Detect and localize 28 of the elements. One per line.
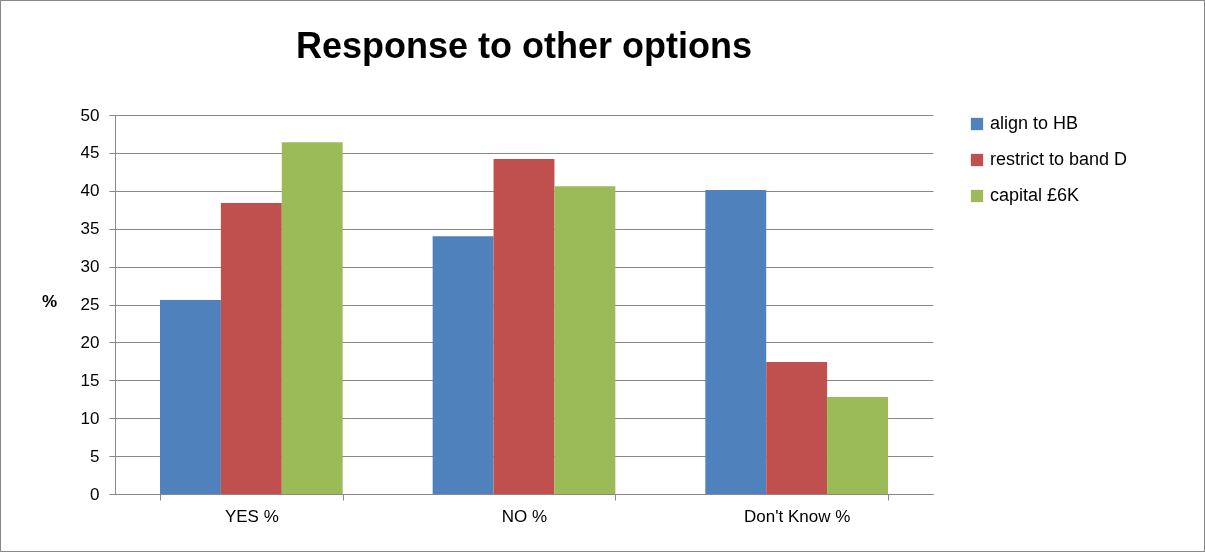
y-tick-label: 45 xyxy=(80,143,100,163)
legend-label: restrict to band D xyxy=(990,149,1128,169)
y-tick-label: 35 xyxy=(80,219,100,239)
legend-label: align to HB xyxy=(990,113,1079,133)
y-tick-label: 10 xyxy=(80,408,100,428)
y-axis-title: % xyxy=(41,291,58,311)
chart-title: Response to other options xyxy=(295,25,753,66)
x-tick-label: Don't Know % xyxy=(744,506,851,526)
bar xyxy=(705,190,767,494)
y-tick-label: 0 xyxy=(90,484,100,504)
y-tick-label: 15 xyxy=(80,370,100,390)
y-tick-label: 40 xyxy=(80,181,100,201)
y-tick-label: 50 xyxy=(80,105,100,125)
x-tick-label: YES % xyxy=(224,506,279,526)
x-tick-label: NO % xyxy=(501,506,548,526)
bar xyxy=(432,236,494,494)
bar xyxy=(827,396,889,494)
bar xyxy=(281,142,343,494)
bar xyxy=(220,202,282,494)
y-tick-label: 25 xyxy=(80,295,100,314)
bar xyxy=(159,299,221,494)
bar xyxy=(766,362,828,494)
bar xyxy=(493,158,555,494)
bar xyxy=(554,186,616,494)
legend-label: capital £6K xyxy=(990,185,1080,205)
y-tick-label: 20 xyxy=(80,332,100,352)
y-tick-label: 5 xyxy=(90,446,100,466)
y-tick-label: 30 xyxy=(80,257,100,277)
